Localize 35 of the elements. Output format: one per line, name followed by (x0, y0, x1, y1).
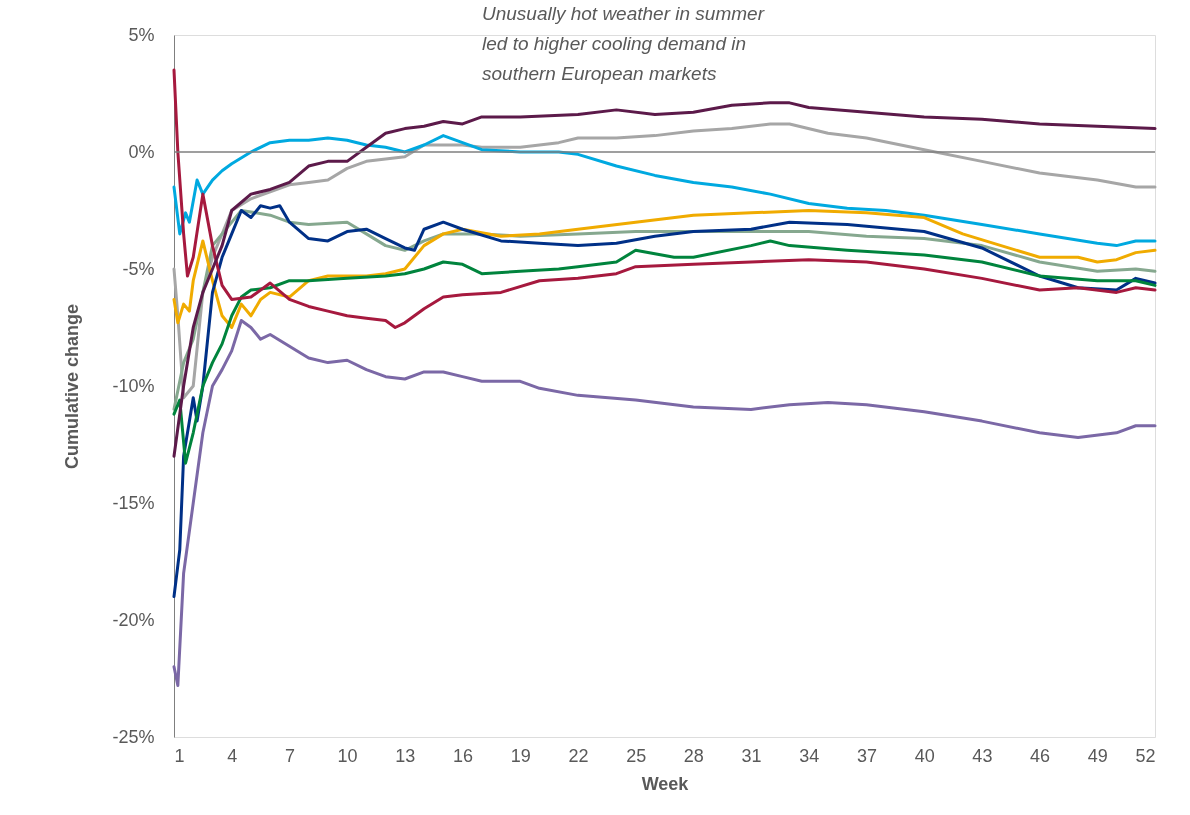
x-tick-label: 10 (337, 745, 358, 766)
x-tick-label: 37 (856, 745, 877, 766)
line-series (172, 204, 1157, 599)
x-tick-label: 1 (174, 745, 185, 766)
x-tick-label: 49 (1087, 745, 1108, 766)
y-tick-label: 5% (128, 24, 155, 45)
x-tick-label: 31 (741, 745, 762, 766)
x-tick-label: 40 (914, 745, 935, 766)
line-series (172, 101, 1157, 458)
y-tick-label: -25% (112, 726, 155, 747)
y-tick-label: -20% (112, 609, 155, 630)
x-tick-label: 7 (284, 745, 295, 766)
x-tick-label: 22 (568, 745, 589, 766)
line-series (172, 318, 1157, 688)
x-axis-title: Week (641, 773, 690, 794)
y-tick-label: -15% (112, 492, 155, 513)
x-tick-label: 46 (1030, 745, 1051, 766)
x-tick-label: 43 (972, 745, 993, 766)
x-tick-label: 16 (453, 745, 474, 766)
x-tick-label: 52 (1135, 745, 1156, 766)
line-series (172, 68, 1157, 329)
x-tick-label: 28 (683, 745, 704, 766)
x-tick-label: 25 (626, 745, 647, 766)
x-tick-label: 34 (799, 745, 820, 766)
x-tick-label: 13 (395, 745, 416, 766)
annotation: Unusually hot weather in summer led to higher cooling demand in southern European markets (482, 3, 765, 84)
y-tick-label: -5% (122, 258, 155, 279)
line-series (172, 209, 1157, 329)
x-tick-label: 4 (227, 745, 238, 766)
x-tick-label: 19 (510, 745, 531, 766)
line-series (172, 134, 1157, 248)
y-tick-label: 0% (128, 141, 155, 162)
line-series (172, 239, 1157, 465)
y-axis-title: Cumulative change (62, 303, 83, 470)
y-tick-label: -10% (112, 375, 155, 396)
